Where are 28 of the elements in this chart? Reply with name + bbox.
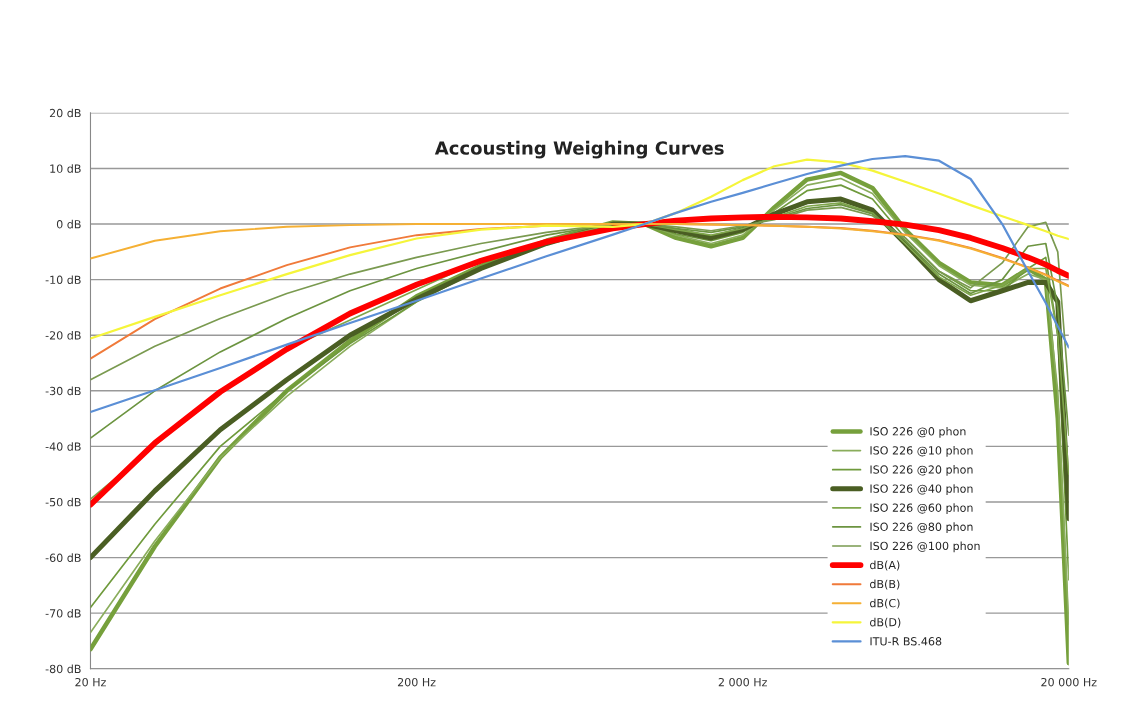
legend-label: dB(C) bbox=[870, 598, 900, 609]
legend-label: ISO 226 @100 phon bbox=[870, 541, 980, 553]
x-tick-label: 20 Hz bbox=[75, 677, 106, 687]
legend-label: ISO 226 @20 phon bbox=[870, 465, 973, 476]
x-tick-label: 20 000 Hz bbox=[1041, 677, 1097, 687]
legend-label: dB(D) bbox=[870, 617, 901, 628]
y-tick-label: -10 dB bbox=[45, 275, 81, 285]
y-tick-label: -60 dB bbox=[45, 553, 81, 562]
x-tick-label: 2 000 Hz bbox=[718, 677, 767, 687]
legend-label: ISO 226 @40 phon bbox=[870, 484, 973, 495]
y-tick-label: 0 dB bbox=[56, 219, 81, 229]
y-tick-label: -30 dB bbox=[45, 386, 81, 396]
text: Accousting Weighing Curves bbox=[434, 140, 724, 159]
legend-label: ITU-R BS.468 bbox=[870, 637, 942, 646]
legend-label: ISO 226 @80 phon bbox=[870, 522, 973, 534]
y-tick-label: -80 dB bbox=[45, 664, 81, 674]
y-tick-label: -40 dB bbox=[45, 442, 81, 451]
legend-label: ISO 226 @60 phon bbox=[870, 503, 973, 515]
y-tick-label: -70 dB bbox=[45, 608, 81, 618]
legend-label: ISO 226 @0 phon bbox=[870, 426, 966, 438]
legend-label: dB(A) bbox=[870, 560, 900, 571]
y-tick-label: 20 dB bbox=[49, 108, 81, 118]
legend-label: ISO 226 @10 phon bbox=[870, 446, 973, 457]
y-tick-label: -50 dB bbox=[45, 497, 81, 507]
y-tick-label: -20 dB bbox=[45, 331, 81, 340]
legend-label: dB(B) bbox=[870, 579, 900, 590]
x-tick-label: 200 Hz bbox=[397, 677, 436, 687]
y-tick-label: 10 dB bbox=[50, 164, 81, 173]
